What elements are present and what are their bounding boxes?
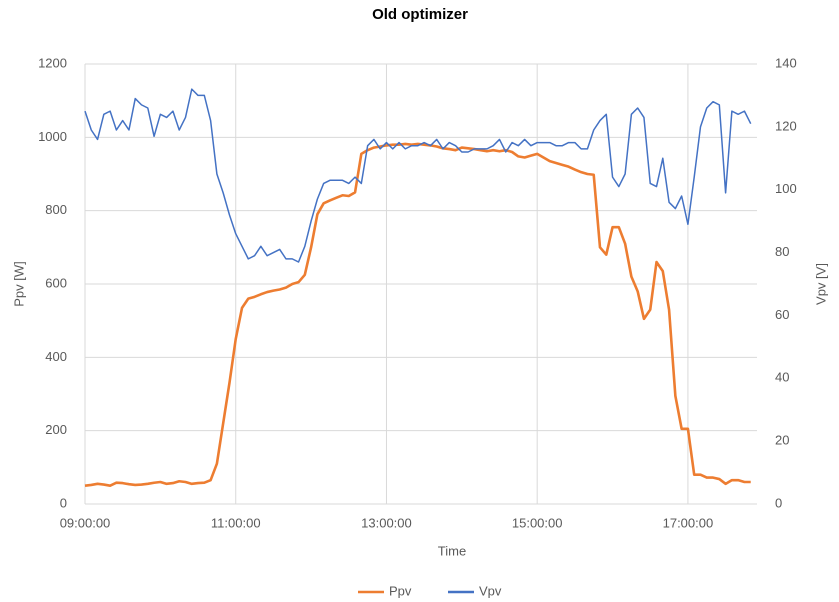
y2-tick-label: 100 — [775, 181, 797, 196]
x-tick-label: 15:00:00 — [512, 515, 563, 530]
x-axis-label: Time — [438, 543, 466, 558]
y-tick-label: 200 — [45, 422, 67, 437]
legend-label: Ppv — [389, 583, 412, 598]
y2-tick-label: 0 — [775, 495, 782, 510]
x-tick-label: 17:00:00 — [663, 515, 714, 530]
y-axis-label: Ppv [W] — [11, 261, 26, 307]
y-tick-label: 0 — [60, 495, 67, 510]
y2-tick-label: 60 — [775, 307, 789, 322]
line-series — [84, 88, 752, 263]
line-series — [84, 142, 751, 487]
y2-axis-label: Vpv [V] — [813, 263, 828, 305]
chart-title: Old optimizer — [372, 6, 468, 23]
y-tick-label: 1000 — [38, 129, 67, 144]
y-tick-label: 400 — [45, 349, 67, 364]
y2-tick-label: 20 — [775, 433, 789, 448]
y2-tick-label: 140 — [775, 55, 797, 70]
y-tick-label: 800 — [45, 202, 67, 217]
x-tick-label: 11:00:00 — [211, 515, 261, 530]
y2-tick-label: 40 — [775, 370, 789, 385]
legend-label: Vpv — [479, 583, 502, 598]
x-tick-label: 13:00:00 — [361, 515, 412, 530]
y2-tick-label: 80 — [775, 244, 789, 259]
y-tick-label: 600 — [45, 275, 67, 290]
y-tick-label: 1200 — [38, 55, 67, 70]
x-tick-label: 09:00:00 — [60, 515, 111, 530]
y2-tick-label: 120 — [775, 118, 797, 133]
